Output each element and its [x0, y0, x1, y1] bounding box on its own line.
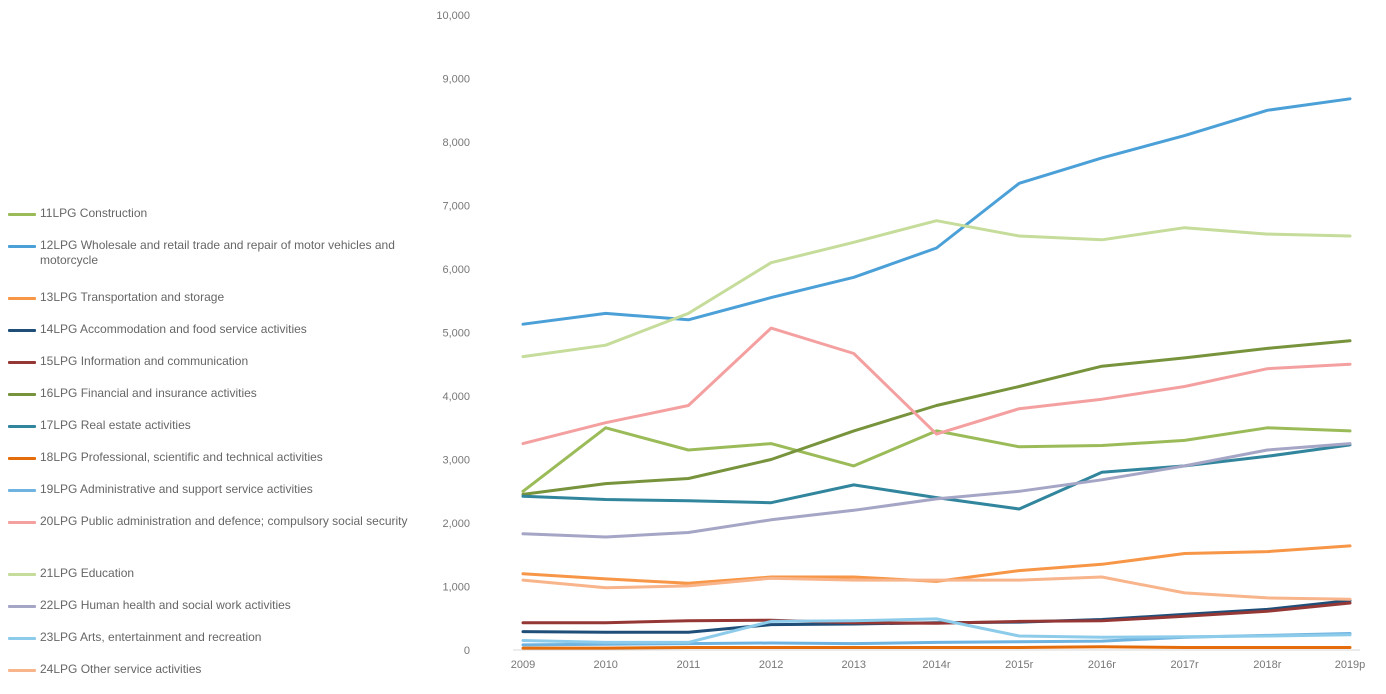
legend-swatch — [8, 425, 36, 428]
legend-swatch — [8, 329, 36, 332]
y-tick-label: 1,000 — [442, 582, 470, 594]
y-tick-label: 8,000 — [442, 137, 470, 149]
legend-item: 14LPG Accommodation and food service act… — [8, 322, 428, 354]
series-line-24lpg — [521, 575, 1352, 601]
y-tick-label: 6,000 — [442, 264, 470, 276]
legend-label: 13LPG Transportation and storage — [40, 290, 225, 304]
series-line-20lpg — [521, 326, 1352, 446]
legend-item: 11LPG Construction — [8, 206, 428, 238]
legend-item: 17LPG Real estate activities — [8, 418, 428, 450]
series-line-15lpg — [521, 601, 1352, 625]
legend-label: 18LPG Professional, scientific and techn… — [40, 450, 323, 464]
y-tick-label: 0 — [464, 645, 470, 657]
legend-label: 24LPG Other service activities — [40, 662, 202, 676]
x-tick-label: 2015r — [1005, 659, 1033, 671]
legend-label: 11LPG Construction — [40, 206, 148, 220]
series-line-18lpg — [521, 645, 1352, 650]
x-tick-label: 2011 — [677, 659, 701, 671]
legend-item: 13LPG Transportation and storage — [8, 290, 428, 322]
series-line-14lpg — [521, 599, 1352, 634]
y-tick-label: 7,000 — [442, 201, 470, 213]
legend-label: 12LPG Wholesale and retail trade and rep… — [40, 238, 395, 267]
legend-label: 15LPG Information and communication — [40, 354, 249, 368]
legend-item: 20LPG Public administration and defence;… — [8, 514, 428, 566]
series-line-22lpg — [521, 442, 1352, 539]
legend-swatch — [8, 361, 36, 364]
series-line-23lpg — [521, 617, 1352, 644]
legend-item: 16LPG Financial and insurance activities — [8, 386, 428, 418]
legend-item: 23LPG Arts, entertainment and recreation — [8, 630, 428, 662]
legend-label: 14LPG Accommodation and food service act… — [40, 322, 307, 336]
legend-swatch — [8, 457, 36, 460]
legend-label: 16LPG Financial and insurance activities — [40, 386, 257, 400]
legend-label: 19LPG Administrative and support service… — [40, 482, 313, 496]
series-line-13lpg — [521, 544, 1352, 585]
series-line-16lpg — [521, 339, 1352, 496]
series-line-11lpg — [521, 426, 1352, 493]
y-tick-label: 3,000 — [442, 455, 470, 467]
x-tick-label: 2014r — [922, 659, 950, 671]
legend-swatch — [8, 393, 36, 396]
legend-swatch — [8, 573, 36, 576]
legend-item: 22LPG Human health and social work activ… — [8, 598, 428, 630]
chart-legend: 11LPG Construction 12LPG Wholesale and re… — [8, 206, 428, 694]
series-line-21lpg — [521, 219, 1352, 359]
legend-item: 24LPG Other service activities — [8, 662, 428, 694]
y-tick-label: 4,000 — [442, 391, 470, 403]
legend-swatch — [8, 297, 36, 300]
series-line-12lpg — [521, 97, 1352, 326]
legend-swatch — [8, 521, 36, 524]
y-tick-label: 9,000 — [442, 74, 470, 86]
legend-label: 20LPG Public administration and defence;… — [40, 514, 408, 528]
legend-swatch — [8, 245, 36, 248]
x-tick-label: 2016r — [1088, 659, 1116, 671]
legend-item: 15LPG Information and communication — [8, 354, 428, 386]
legend-item: 19LPG Administrative and support service… — [8, 482, 428, 514]
y-tick-label: 2,000 — [442, 518, 470, 530]
x-tick-label: 2013 — [842, 659, 866, 671]
y-tick-label: 5,000 — [442, 328, 470, 340]
legend-swatch — [8, 637, 36, 640]
legend-label: 23LPG Arts, entertainment and recreation — [40, 630, 262, 644]
x-tick-label: 2017r — [1171, 659, 1199, 671]
legend-item: 21LPG Education — [8, 566, 428, 598]
x-tick-label: 2012 — [759, 659, 783, 671]
x-tick-label: 2010 — [593, 659, 617, 671]
legend-swatch — [8, 669, 36, 672]
legend-swatch — [8, 213, 36, 216]
legend-swatch — [8, 489, 36, 492]
y-tick-label: 10,000 — [436, 10, 470, 22]
legend-label: 22LPG Human health and social work activ… — [40, 598, 291, 612]
legend-label: 21LPG Education — [40, 566, 135, 580]
line-chart: 0 1,000 2,000 3,000 4,000 5,000 6,000 7,000 8,00… — [436, 10, 1366, 671]
x-tick-label: 2019p — [1335, 659, 1366, 671]
legend-item: 18LPG Professional, scientific and techn… — [8, 450, 428, 482]
chart-container: 11LPG Construction 12LPG Wholesale and re… — [8, 10, 1366, 676]
x-tick-label: 2009 — [511, 659, 535, 671]
legend-label: 17LPG Real estate activities — [40, 418, 191, 432]
x-tick-label: 2018r — [1253, 659, 1281, 671]
legend-swatch — [8, 605, 36, 608]
legend-item: 12LPG Wholesale and retail trade and rep… — [8, 238, 428, 290]
